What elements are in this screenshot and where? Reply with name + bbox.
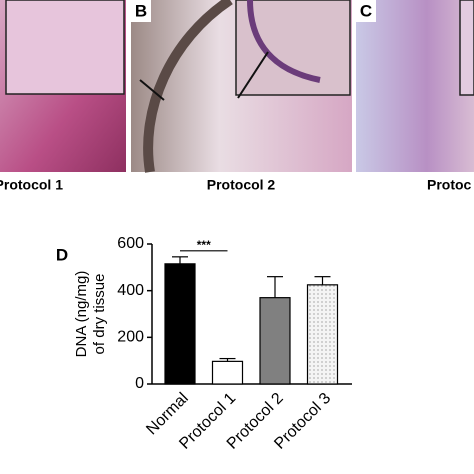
panel-caption: Protocol 2 — [207, 177, 276, 193]
bar-chart: 0 200 400 600 DNA (ng/mg) of dry tissue Normal… — [73, 235, 352, 453]
inset-image — [459, 0, 474, 96]
inset-image — [5, 0, 125, 95]
y-tick-label: 400 — [117, 282, 144, 299]
arrow — [139, 79, 165, 101]
panel-image — [356, 0, 474, 172]
y-tick-label: 600 — [117, 235, 144, 252]
x-tick-label: Normal — [143, 390, 191, 438]
panel-caption: Protocol 1 — [0, 177, 63, 193]
bar — [211, 360, 244, 385]
inset-image — [235, 0, 351, 96]
significance-label: *** — [197, 238, 211, 252]
panel-label: D — [56, 245, 68, 264]
y-tick-label: 0 — [135, 375, 144, 392]
y-axis-label: of dry tissue — [91, 274, 108, 355]
panel-label: B — [135, 1, 147, 20]
panel-caption: Protoc — [427, 177, 472, 193]
label-box — [356, 0, 376, 22]
vessel-wall — [143, 0, 233, 173]
arrow — [237, 51, 269, 99]
y-axis-label: DNA (ng/mg) — [73, 271, 90, 358]
panel-label: C — [360, 1, 372, 20]
bar — [306, 284, 339, 385]
bar — [259, 297, 291, 385]
label-box — [131, 0, 151, 22]
histology-panels: B C Protocol 1 Protocol 2 Protoc D — [0, 0, 474, 264]
bar — [164, 263, 196, 385]
inset-tissue — [247, 0, 321, 83]
y-tick-label: 200 — [117, 329, 144, 346]
